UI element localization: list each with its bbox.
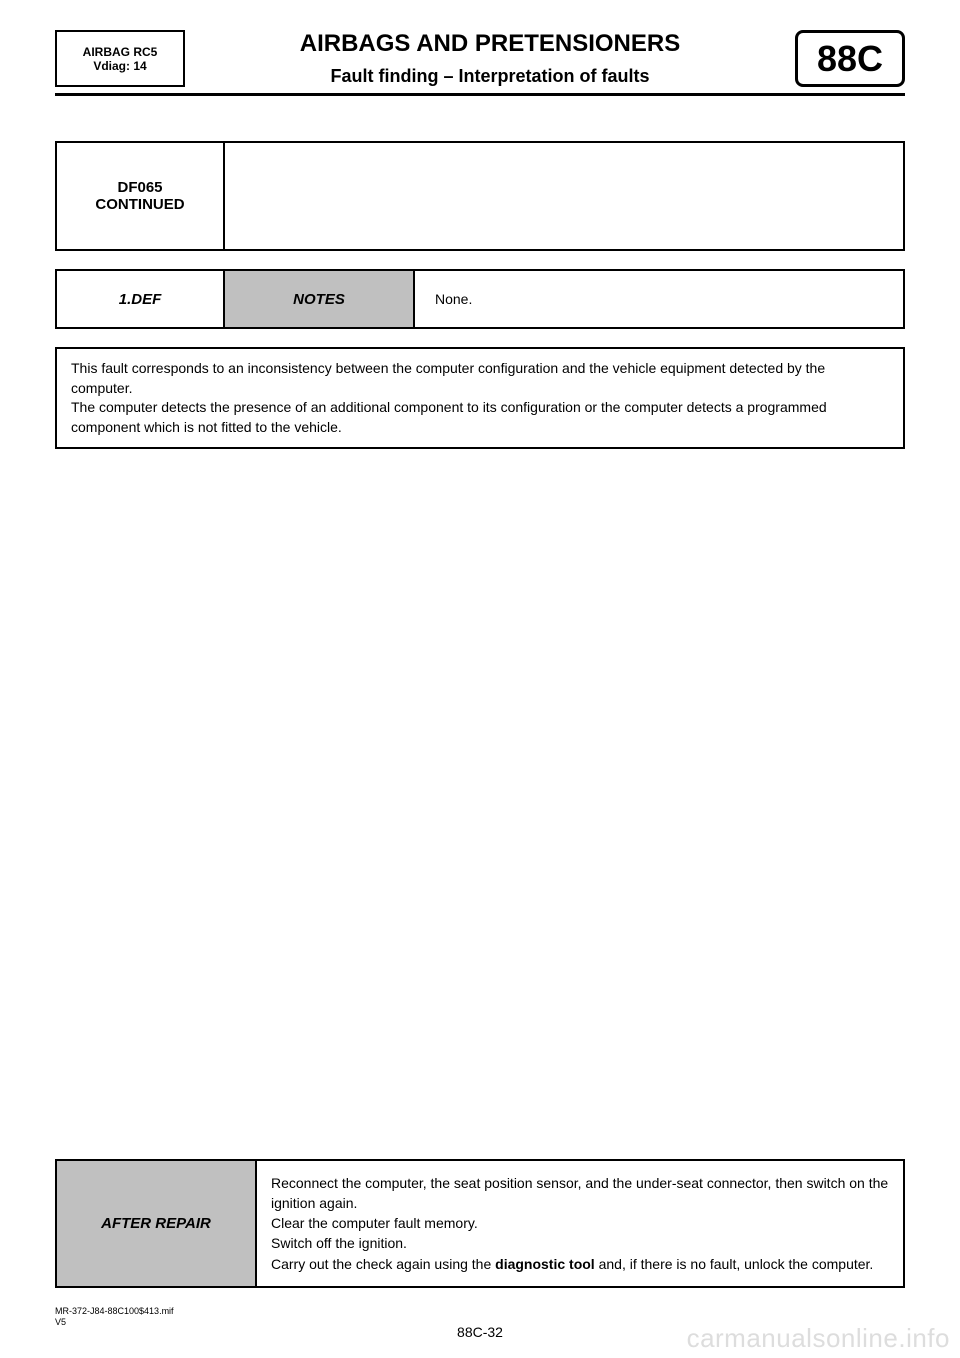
after-repair-4a: Carry out the check again using the: [271, 1256, 495, 1272]
section-code: 88C: [817, 38, 883, 80]
after-repair-line-1: Reconnect the computer, the seat positio…: [271, 1173, 889, 1214]
header-subtitle: Fault finding – Interpretation of faults: [195, 66, 785, 87]
header-title: AIRBAGS AND PRETENSIONERS: [195, 30, 785, 58]
fault-status: CONTINUED: [95, 196, 184, 213]
after-repair-label-cell: AFTER REPAIR: [57, 1161, 257, 1286]
fault-code: DF065: [117, 179, 162, 196]
page-container: AIRBAG RC5 Vdiag: 14 AIRBAGS AND PRETENS…: [0, 0, 960, 1358]
notes-label-cell: NOTES: [225, 271, 415, 327]
description-box: This fault corresponds to an inconsisten…: [55, 347, 905, 449]
after-repair-line-2: Clear the computer fault memory.: [271, 1213, 889, 1233]
header-system-name: AIRBAG RC5: [83, 45, 158, 59]
after-repair-line-3: Switch off the ignition.: [271, 1233, 889, 1253]
header-left-box: AIRBAG RC5 Vdiag: 14: [55, 30, 185, 87]
header-vdiag: Vdiag: 14: [93, 59, 146, 73]
after-repair-4b: diagnostic tool: [495, 1256, 595, 1272]
fault-code-box: DF065 CONTINUED: [55, 141, 905, 251]
after-repair-label: AFTER REPAIR: [101, 1215, 211, 1232]
fault-content: [225, 143, 903, 249]
notes-label: NOTES: [293, 291, 345, 308]
header-divider: [55, 93, 905, 96]
notes-box: 1.DEF NOTES None.: [55, 269, 905, 329]
page-header: AIRBAG RC5 Vdiag: 14 AIRBAGS AND PRETENS…: [55, 30, 905, 87]
description-para-1: This fault corresponds to an inconsisten…: [71, 359, 889, 398]
watermark: carmanualsonline.info: [687, 1323, 950, 1354]
after-repair-line-4: Carry out the check again using the diag…: [271, 1254, 889, 1274]
notes-def: 1.DEF: [119, 291, 162, 308]
notes-value-cell: None.: [415, 271, 903, 327]
header-center: AIRBAGS AND PRETENSIONERS Fault finding …: [185, 30, 795, 87]
description-para-2: The computer detects the presence of an …: [71, 398, 889, 437]
after-repair-4c: and, if there is no fault, unlock the co…: [595, 1256, 874, 1272]
fault-label: DF065 CONTINUED: [57, 143, 225, 249]
after-repair-box: AFTER REPAIR Reconnect the computer, the…: [55, 1159, 905, 1288]
notes-value: None.: [435, 291, 472, 307]
footer-ref-1: MR-372-J84-88C100$413.mif: [55, 1306, 905, 1317]
section-code-box: 88C: [795, 30, 905, 87]
notes-def-cell: 1.DEF: [57, 271, 225, 327]
after-repair-content: Reconnect the computer, the seat positio…: [257, 1161, 903, 1286]
